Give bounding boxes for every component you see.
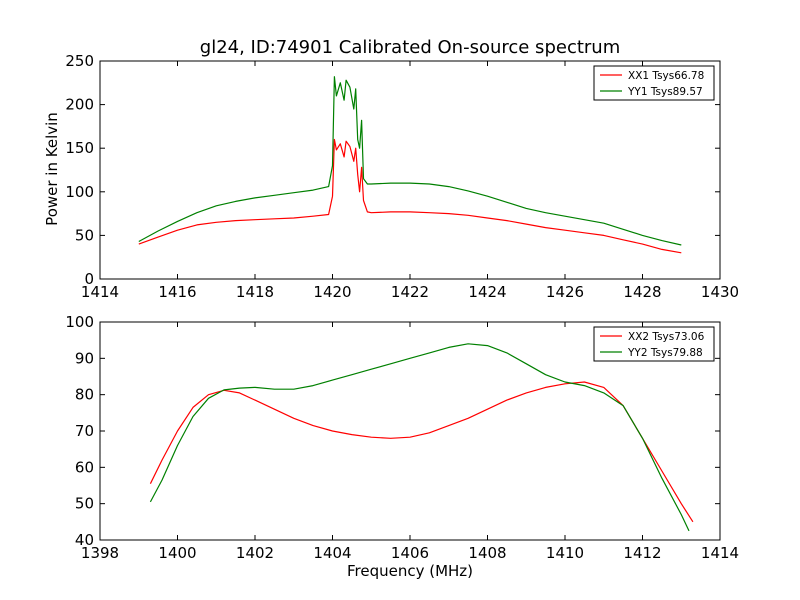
x-axis-label: Frequency (MHz) xyxy=(347,562,473,580)
y-tick-label: 90 xyxy=(75,349,94,367)
legend-entry: YY2 Tsys79.88 xyxy=(627,347,703,359)
x-tick-label: 1418 xyxy=(236,283,274,301)
legend-entry: YY1 Tsys89.57 xyxy=(627,86,703,98)
y-tick-label: 100 xyxy=(65,183,94,201)
legend: XX1 Tsys66.78 YY1 Tsys89.57 xyxy=(593,65,715,101)
x-tick-label: 1406 xyxy=(391,544,429,562)
x-tick-label: 1400 xyxy=(158,544,196,562)
series-2-2-line xyxy=(149,343,690,532)
legend-box xyxy=(593,326,715,362)
y-tick-label: 200 xyxy=(65,96,94,114)
y-tick-label: 250 xyxy=(65,52,94,70)
series-1-1-line xyxy=(138,138,682,254)
y-tick-label: 0 xyxy=(84,270,94,288)
y-tick-label: 40 xyxy=(75,531,94,549)
bottom-chart: 1398 1400 1402 1404 1406 1408 1410 1412 1414 40 50… xyxy=(65,313,739,562)
legend-entry: XX1 Tsys66.78 xyxy=(628,70,704,82)
x-tick-label: 1426 xyxy=(546,283,584,301)
y-tick-label: 150 xyxy=(65,139,94,157)
legend: XX2 Tsys73.06 YY2 Tsys79.88 xyxy=(593,326,715,362)
y-tick-label: 100 xyxy=(65,313,94,331)
x-tick-label: 1414 xyxy=(701,544,739,562)
x-tick-label: 1428 xyxy=(623,283,661,301)
y-tick-label: 70 xyxy=(75,422,94,440)
top-chart-title: gl24, ID:74901 Calibrated On-source spec… xyxy=(200,37,620,58)
x-tick-label: 1408 xyxy=(468,544,506,562)
x-tick-label: 1402 xyxy=(236,544,274,562)
top-chart-y-axis-label: Power in Kelvin xyxy=(43,112,61,226)
legend-box xyxy=(593,65,715,101)
x-tick-label: 1410 xyxy=(546,544,584,562)
y-tick-label: 60 xyxy=(75,458,94,476)
y-tick-label: 80 xyxy=(75,386,94,404)
x-tick-label: 1416 xyxy=(158,283,196,301)
x-tick-label: 1412 xyxy=(623,544,661,562)
x-tick-label: 1422 xyxy=(391,283,429,301)
series-1-2-line xyxy=(138,76,682,246)
top-chart: 1414 1416 1418 1420 1422 1424 1426 1428 1430 0 50 1… xyxy=(65,52,739,301)
y-tick-label: 50 xyxy=(75,495,94,513)
legend-entry: XX2 Tsys73.06 xyxy=(628,331,705,343)
x-tick-label: 1424 xyxy=(468,283,506,301)
x-tick-label: 1414 xyxy=(81,283,119,301)
x-tick-label: 1430 xyxy=(701,283,739,301)
x-tick-label: 1420 xyxy=(313,283,351,301)
x-tick-label: 1404 xyxy=(313,544,351,562)
x-tick-label: 1398 xyxy=(81,544,119,562)
y-tick-label: 50 xyxy=(75,226,94,244)
